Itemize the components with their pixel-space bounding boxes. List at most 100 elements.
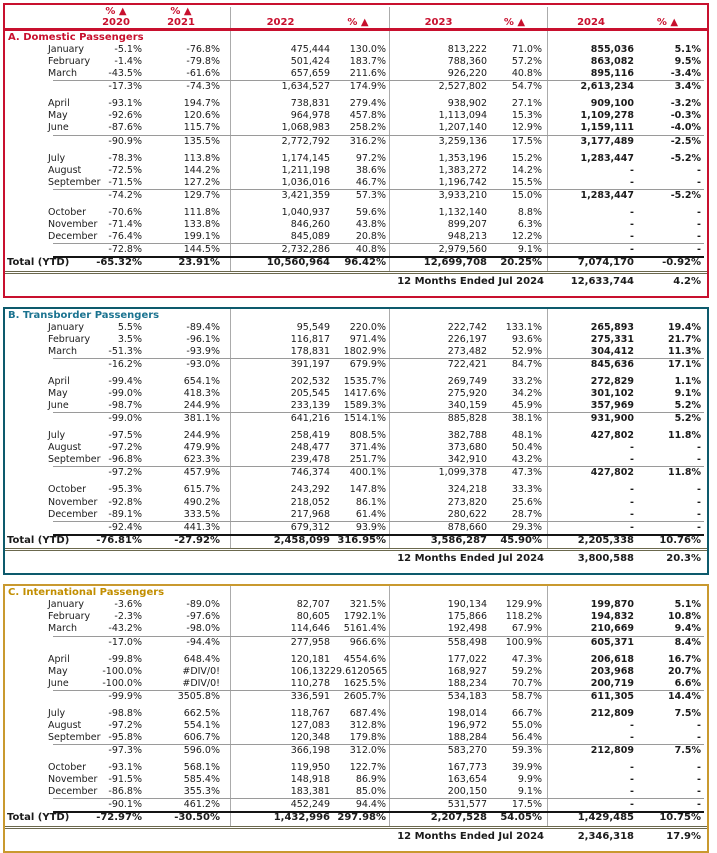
value-cell-year-2022: 964,978 <box>290 110 330 122</box>
value-cell-pct-chg-2021: 111.8% <box>183 206 220 218</box>
column-separator <box>542 520 548 534</box>
section-title-row: C. International Passengers <box>5 586 707 600</box>
value-cell-year-2024: - <box>630 454 634 466</box>
value-cell-year-2024: - <box>630 176 634 188</box>
value-cell-year-2023: 534,183 <box>447 690 487 702</box>
month-label: August <box>48 442 82 454</box>
column-separator <box>220 93 231 99</box>
value-cell-pct-chg-2021: -30.50% <box>174 812 220 824</box>
column-separator <box>542 774 548 787</box>
value-cell-pct-chg-2021: 199.1% <box>183 231 220 243</box>
value-cell-pct-chg-2023: 55.0% <box>511 719 542 731</box>
value-cell-year-2022: 277,958 <box>290 636 330 648</box>
header-spacer <box>5 7 90 28</box>
value-cell-pct-chg-2023: 129.9% <box>505 599 542 611</box>
value-cell-year-2024: 845,636 <box>590 358 634 370</box>
column-separator <box>220 231 231 244</box>
value-cell-pct-chg-2021: 490.2% <box>183 496 220 508</box>
column-separator <box>542 164 548 177</box>
month-label: April <box>48 375 70 387</box>
value-cell-year-2024: - <box>630 206 634 218</box>
column-separator <box>220 201 231 207</box>
column-separator <box>386 762 390 775</box>
value-cell-year-2023: 788,360 <box>447 56 487 68</box>
value-cell-pct-chg-2022: 46.7% <box>355 176 386 188</box>
value-cell-pct-chg-2020: -93.1% <box>108 98 142 110</box>
value-cell-pct-chg-2020: -1.4% <box>114 56 142 68</box>
column-separator <box>542 256 548 271</box>
column-separator <box>386 345 390 358</box>
value-cell-pct-chg-2023: 71.0% <box>511 44 542 55</box>
value-cell-year-2022: 336,591 <box>290 690 330 702</box>
column-separator <box>542 345 548 358</box>
column-separator <box>542 466 548 480</box>
value-cell-pct-chg-2020: -16.2% <box>108 358 142 370</box>
value-cell-pct-chg-2023: 14.2% <box>511 164 542 176</box>
value-cell-pct-chg-2023: 48.1% <box>511 430 542 442</box>
column-separator <box>542 689 548 703</box>
value-cell-year-2023: 3,586,287 <box>430 534 487 546</box>
column-header-pct-chg-2023: % ▲ <box>503 16 526 28</box>
value-cell-year-2023: 2,527,802 <box>438 81 487 93</box>
quarter-subtotal-row: -16.2% -93.0% 391,197 679.9% 722,421 84.7% 845… <box>5 357 707 371</box>
value-cell-year-2023: 196,972 <box>447 719 487 731</box>
value-cell-year-2022: 738,831 <box>290 98 330 110</box>
value-cell-pct-chg-2023: 59.3% <box>511 745 542 757</box>
column-separator <box>542 333 548 346</box>
column-separator <box>386 147 390 153</box>
row-label-empty <box>5 466 90 479</box>
column-separator <box>542 762 548 775</box>
value-cell-pct-chg-2020: -43.5% <box>108 68 142 80</box>
value-cell-pct-chg-2021: 596.0% <box>183 745 220 757</box>
value-cell-year-2023: 878,660 <box>447 521 487 533</box>
value-cell-year-2023: 340,159 <box>447 400 487 412</box>
value-cell-year-2023: 222,742 <box>447 321 487 333</box>
value-cell-year-2024: - <box>630 521 634 533</box>
spacer-row <box>5 757 707 763</box>
twelve-months-label: 12 Months Ended Jul 2024 <box>397 553 544 565</box>
column-separator <box>220 412 231 426</box>
column-separator <box>542 308 548 322</box>
title-spacer <box>231 309 330 322</box>
value-cell-pct-chg-2022: 4554.6% <box>343 653 386 665</box>
value-cell-year-2023: 1,353,196 <box>438 152 487 164</box>
spacer-row <box>5 93 707 99</box>
column-separator <box>386 243 390 257</box>
title-spacer <box>330 586 386 599</box>
value-cell-pct-chg-2021: 654.1% <box>183 375 220 387</box>
column-separator <box>220 345 231 358</box>
table-header-row: % ▲ 2020 % ▲ 2021 2022 % ▲ 2023 % ▲ 2024 % ▲ <box>5 5 707 31</box>
column-separator <box>386 176 390 189</box>
column-separator <box>220 479 231 485</box>
value-cell-year-2024: 1,159,111 <box>580 122 635 134</box>
value-cell-year-2023: 948,213 <box>447 231 487 243</box>
quarter-subtotal-row: -17.3% -74.3% 1,634,527 174.9% 2,527,802 54.7… <box>5 80 707 94</box>
column-separator <box>386 454 390 467</box>
value-cell-pct-chg-2022: 971.4% <box>349 333 386 345</box>
value-cell-pct-chg-2023: 28.7% <box>511 508 542 520</box>
value-cell-pct-chg-2020: -86.8% <box>108 786 142 798</box>
value-cell-pct-chg-2022: 2605.7% <box>343 690 386 702</box>
column-separator <box>220 635 231 649</box>
value-cell-pct-chg-2022: 183.7% <box>349 56 386 68</box>
column-separator <box>386 702 390 708</box>
value-cell-year-2023: 163,654 <box>447 774 487 786</box>
value-cell-pct-chg-2020: -74.2% <box>108 189 142 201</box>
value-cell-pct-chg-2021: 457.9% <box>183 467 220 479</box>
column-header-pct-chg-2024: % ▲ <box>656 16 679 28</box>
value-cell-pct-chg-2024: 5.2% <box>674 400 701 412</box>
spacer-row <box>5 147 707 153</box>
column-header-year-2022: 2022 <box>266 16 295 28</box>
month-label: February <box>48 611 91 623</box>
value-cell-pct-chg-2021: 135.5% <box>183 135 220 147</box>
value-cell-year-2022: 641,216 <box>290 413 330 425</box>
value-cell-pct-chg-2022: 93.9% <box>355 521 386 533</box>
column-header-year-2024: 2024 <box>577 16 605 28</box>
value-cell-pct-chg-2020: -5.1% <box>114 44 142 55</box>
value-cell-pct-chg-2024: - <box>697 774 701 786</box>
total-label: Total (YTD) <box>7 812 70 824</box>
value-cell-year-2022: 452,249 <box>290 799 330 811</box>
column-separator <box>220 702 231 708</box>
value-cell-year-2022: 1,040,937 <box>281 206 330 218</box>
month-data-row: April -99.8% 648.4% 120,181 4554.6% 177,022 47… <box>5 653 707 666</box>
